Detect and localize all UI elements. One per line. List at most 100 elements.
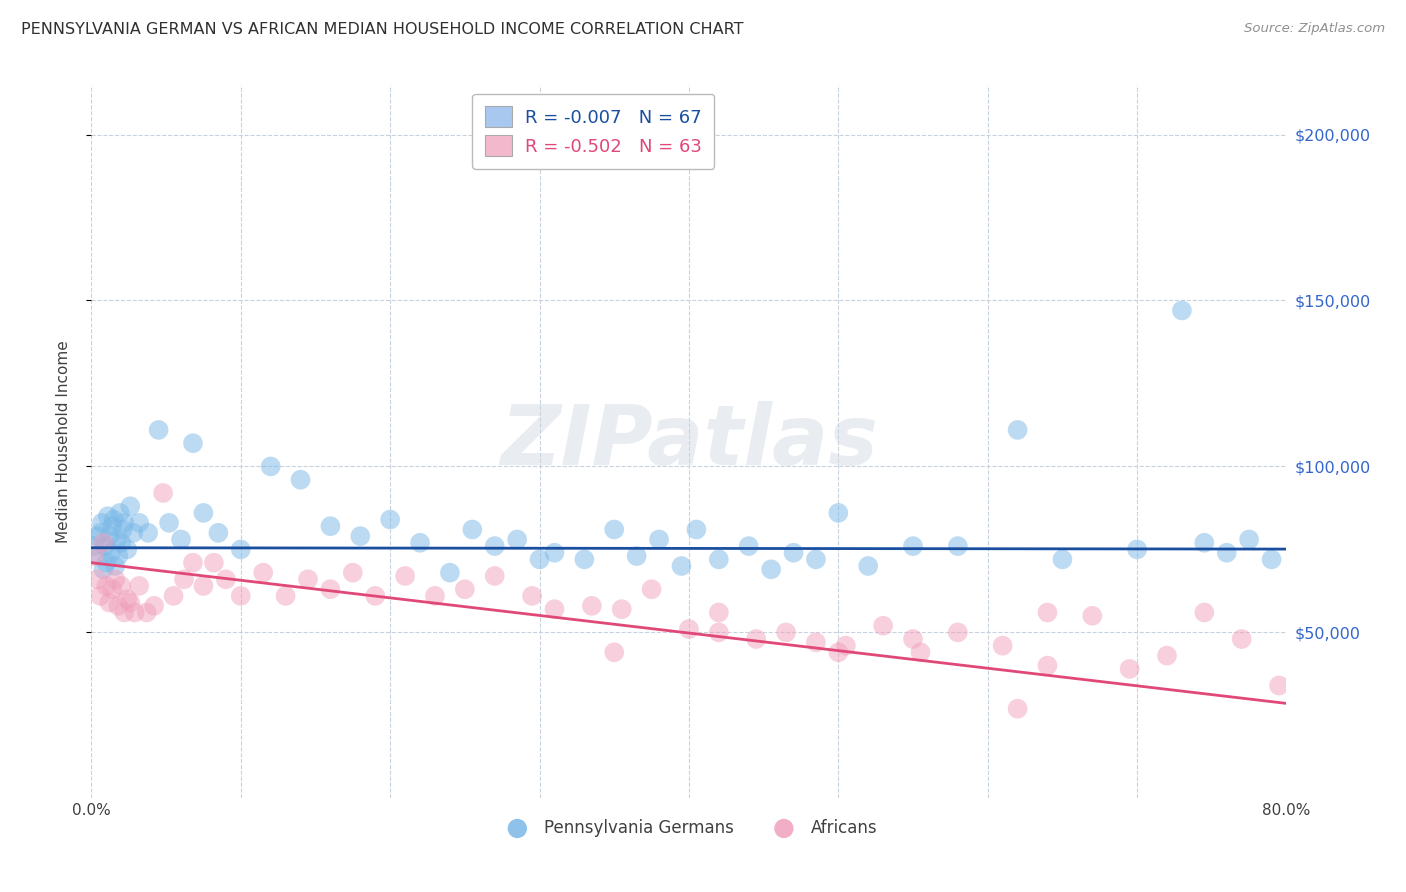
Point — [120, 500, 142, 514]
Point — [86, 572, 108, 586]
Point — [104, 572, 127, 586]
Point — [678, 622, 700, 636]
Point — [128, 579, 150, 593]
Point — [439, 566, 461, 580]
Point — [1007, 702, 1029, 716]
Point — [1260, 552, 1282, 566]
Point — [89, 589, 111, 603]
Point — [86, 529, 108, 543]
Point — [603, 645, 626, 659]
Point — [1036, 606, 1059, 620]
Point — [1118, 662, 1140, 676]
Point — [83, 549, 105, 563]
Point — [193, 506, 215, 520]
Point — [202, 556, 225, 570]
Point — [946, 625, 969, 640]
Point — [543, 602, 565, 616]
Point — [484, 569, 506, 583]
Point — [143, 599, 166, 613]
Point — [648, 533, 671, 547]
Point — [135, 606, 157, 620]
Point — [229, 542, 252, 557]
Point — [104, 559, 127, 574]
Point — [1007, 423, 1029, 437]
Point — [94, 539, 117, 553]
Point — [529, 552, 551, 566]
Point — [319, 582, 342, 597]
Point — [759, 562, 782, 576]
Point — [193, 579, 215, 593]
Point — [90, 516, 112, 530]
Point — [707, 625, 730, 640]
Point — [103, 512, 125, 526]
Point — [122, 525, 145, 540]
Point — [215, 572, 238, 586]
Point — [378, 512, 402, 526]
Text: PENNSYLVANIA GERMAN VS AFRICAN MEDIAN HOUSEHOLD INCOME CORRELATION CHART: PENNSYLVANIA GERMAN VS AFRICAN MEDIAN HO… — [21, 22, 744, 37]
Point — [423, 589, 446, 603]
Point — [128, 516, 150, 530]
Point — [148, 423, 170, 437]
Text: ZIPatlas: ZIPatlas — [501, 401, 877, 482]
Point — [173, 572, 195, 586]
Point — [827, 645, 849, 659]
Point — [93, 562, 115, 576]
Point — [1052, 552, 1074, 566]
Point — [297, 572, 319, 586]
Point — [89, 525, 111, 540]
Point — [120, 595, 142, 609]
Point — [506, 533, 529, 547]
Point — [910, 645, 932, 659]
Point — [409, 535, 432, 549]
Point — [107, 549, 129, 563]
Point — [1268, 678, 1291, 692]
Point — [108, 506, 131, 520]
Point — [101, 582, 124, 597]
Point — [685, 523, 707, 537]
Point — [737, 539, 759, 553]
Point — [181, 436, 204, 450]
Point — [1171, 303, 1194, 318]
Point — [83, 539, 105, 553]
Point — [1215, 546, 1237, 560]
Point — [112, 606, 135, 620]
Point — [229, 589, 252, 603]
Point — [520, 589, 543, 603]
Point — [835, 639, 858, 653]
Point — [364, 589, 387, 603]
Point — [259, 459, 281, 474]
Point — [1156, 648, 1178, 663]
Point — [97, 509, 120, 524]
Point — [610, 602, 633, 616]
Point — [394, 569, 416, 583]
Point — [782, 546, 804, 560]
Point — [827, 506, 849, 520]
Point — [707, 606, 730, 620]
Point — [707, 552, 730, 566]
Point — [252, 566, 274, 580]
Point — [152, 486, 174, 500]
Point — [1036, 658, 1059, 673]
Point — [112, 516, 135, 530]
Point — [110, 535, 132, 549]
Point — [98, 595, 121, 609]
Point — [856, 559, 880, 574]
Y-axis label: Median Household Income: Median Household Income — [56, 340, 70, 543]
Point — [115, 592, 138, 607]
Point — [87, 549, 110, 563]
Point — [96, 579, 118, 593]
Point — [804, 552, 827, 566]
Point — [170, 533, 193, 547]
Point — [100, 546, 122, 560]
Text: Source: ZipAtlas.com: Source: ZipAtlas.com — [1244, 22, 1385, 36]
Point — [101, 519, 124, 533]
Point — [1081, 608, 1104, 623]
Point — [290, 473, 312, 487]
Point — [181, 556, 204, 570]
Point — [274, 589, 297, 603]
Point — [454, 582, 477, 597]
Point — [640, 582, 662, 597]
Point — [626, 549, 648, 563]
Point — [461, 523, 484, 537]
Legend: Pennsylvania Germans, Africans: Pennsylvania Germans, Africans — [494, 813, 884, 844]
